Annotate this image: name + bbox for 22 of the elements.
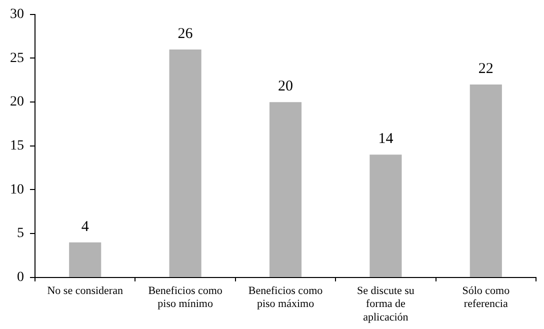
y-tick-label: 0: [17, 270, 24, 286]
x-tick-label: Beneficios como piso máximo: [248, 284, 324, 310]
x-tick-label: Se discute su forma de aplicación: [356, 284, 415, 324]
bar: [269, 102, 302, 277]
y-tick-label: 15: [10, 138, 24, 154]
x-tick-label: Beneficios como piso mínimo: [148, 284, 223, 310]
y-tick-label: 10: [10, 182, 24, 198]
x-tick-label: Sólo como referencia: [462, 284, 510, 310]
y-tick-label: 5: [17, 226, 24, 242]
y-tick-label: 25: [10, 50, 24, 66]
data-label: 4: [81, 218, 90, 235]
data-label: 20: [278, 78, 293, 95]
bar: [169, 49, 202, 277]
data-label: 14: [378, 131, 394, 148]
bar: [69, 242, 102, 277]
data-label: 22: [478, 60, 494, 77]
y-tick-label: 20: [10, 94, 24, 110]
x-tick-label: No se consideran: [47, 284, 124, 297]
y-tick-label: 30: [10, 7, 24, 22]
data-label: 26: [178, 26, 194, 42]
bar: [370, 154, 402, 277]
bar: [470, 84, 502, 277]
